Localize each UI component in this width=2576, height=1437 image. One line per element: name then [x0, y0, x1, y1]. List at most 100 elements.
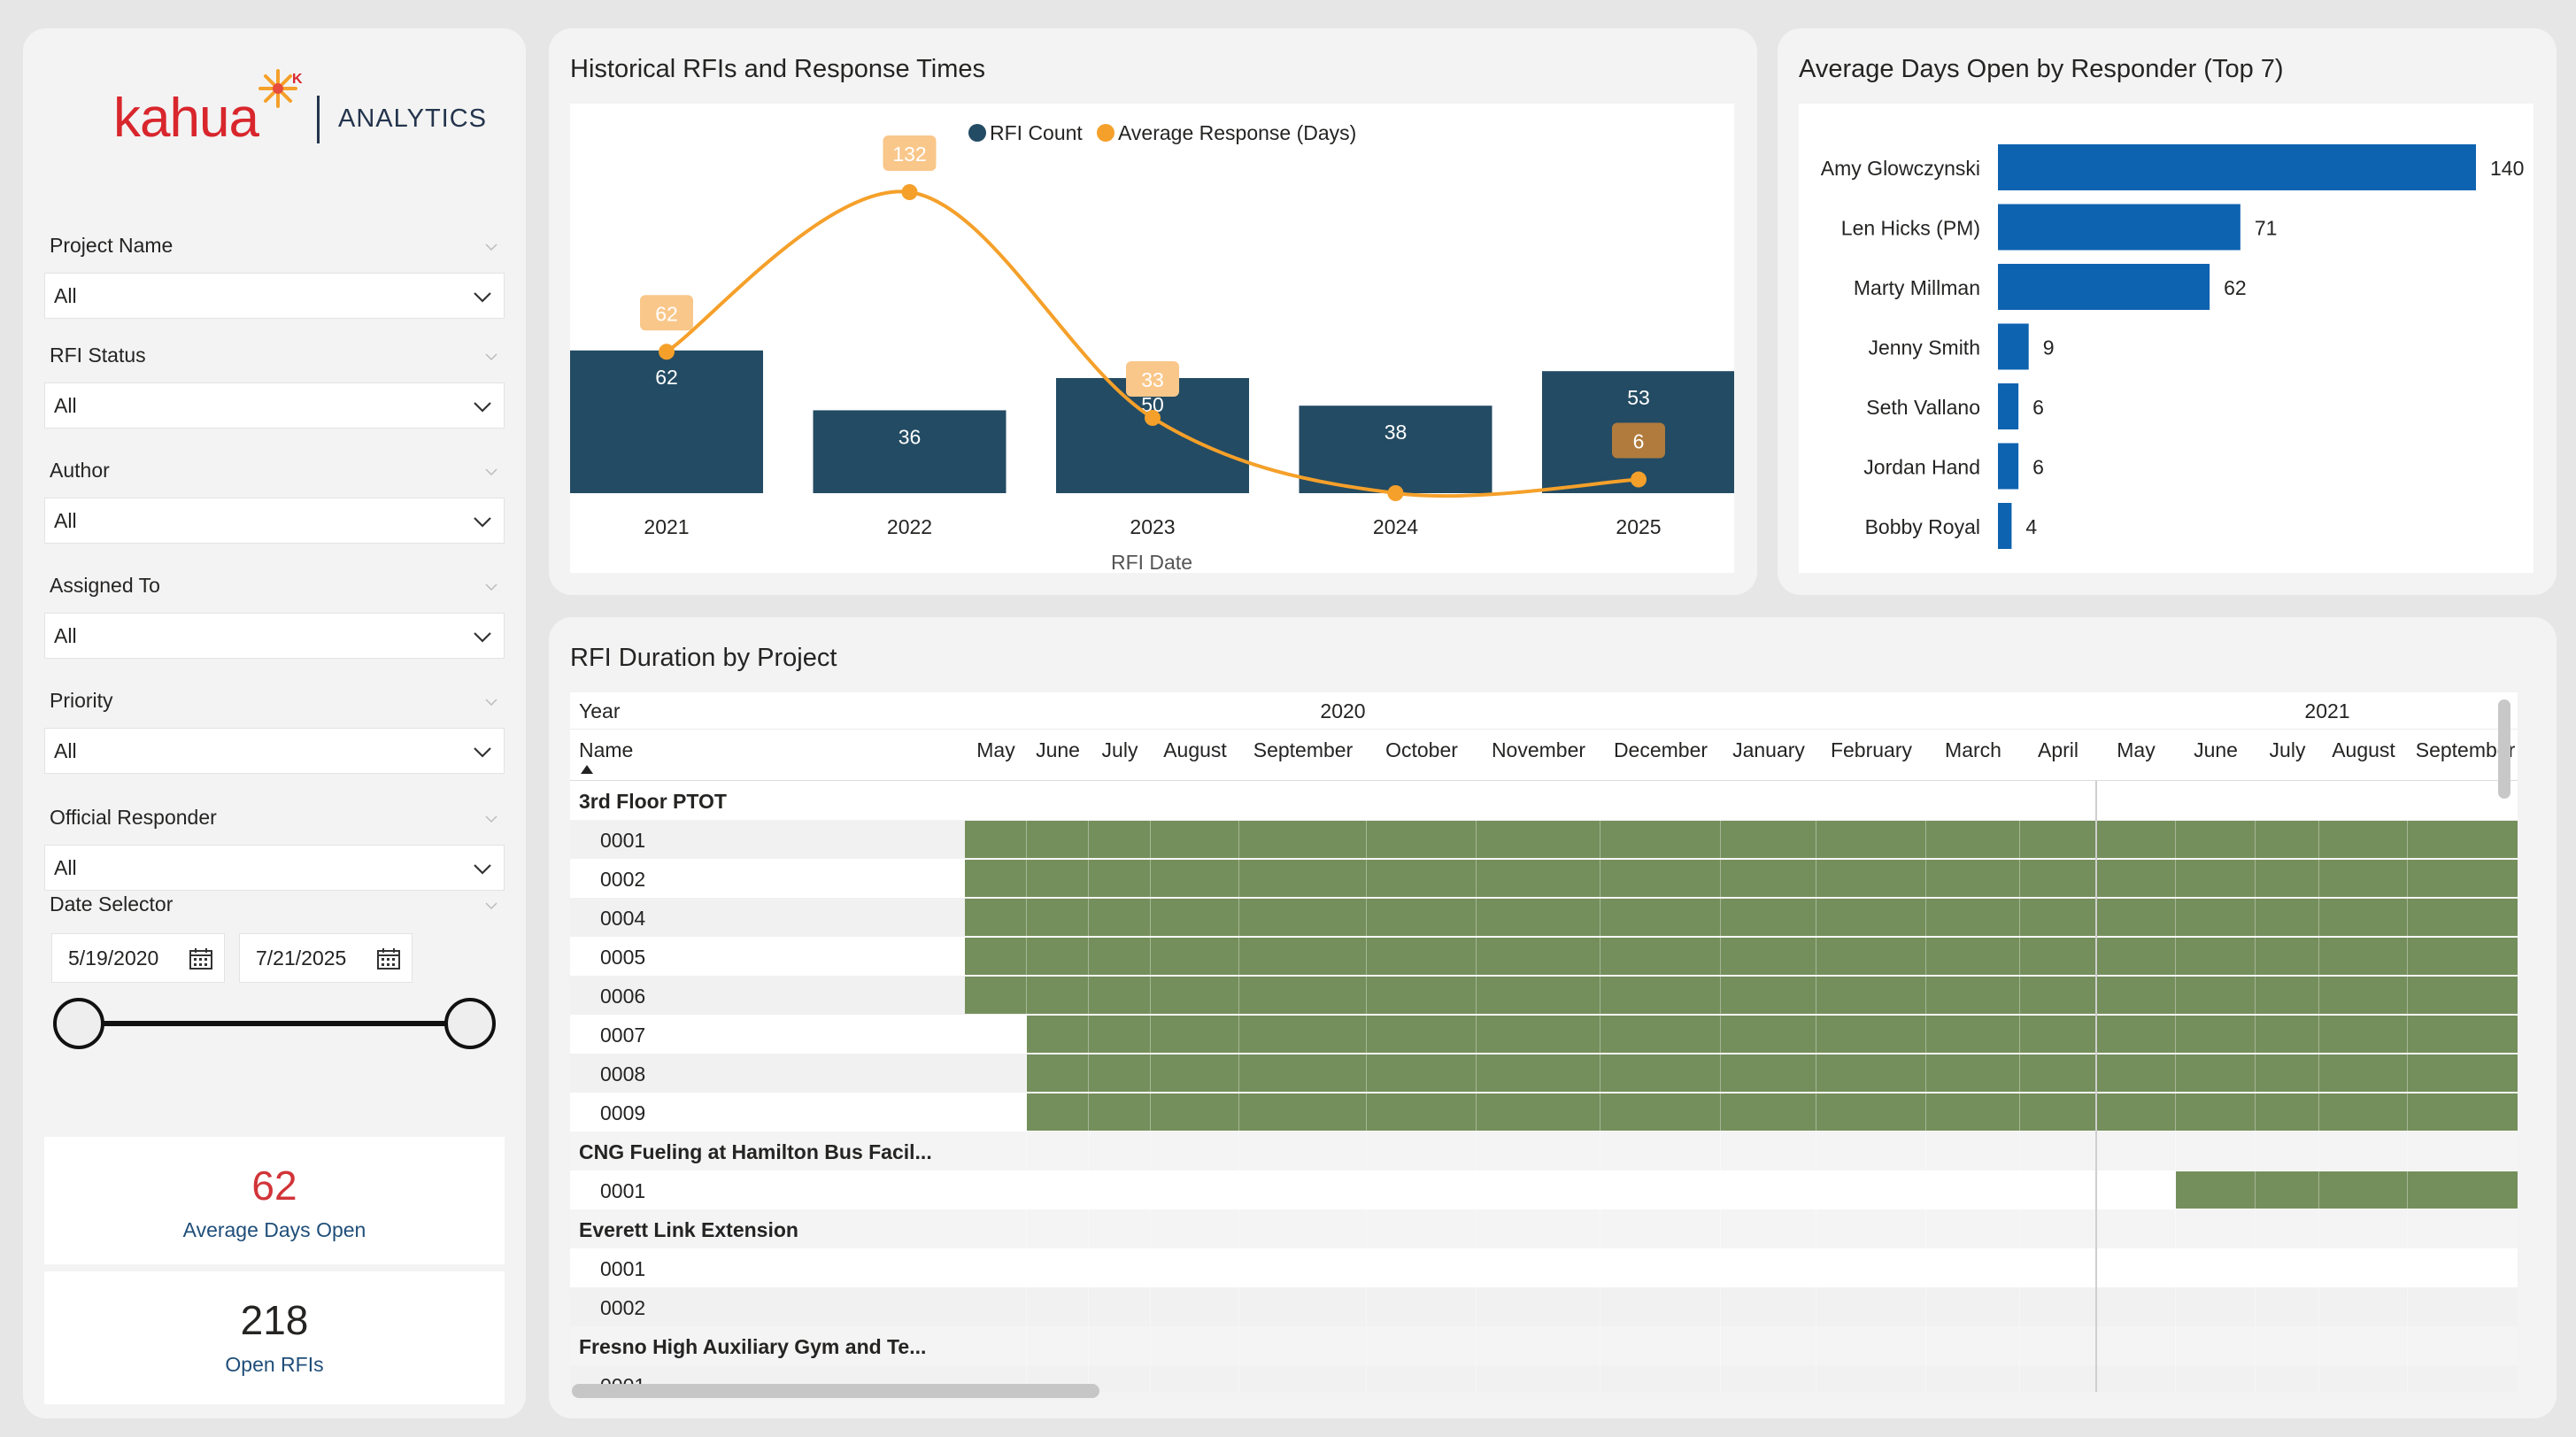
bar-data-label: 36 — [899, 425, 922, 448]
rfi-duration-bar[interactable] — [1027, 1055, 2518, 1092]
legend-label: RFI Count — [990, 121, 1083, 144]
rfi-row[interactable]: 0002 — [570, 859, 2518, 898]
chevron-down-icon[interactable] — [472, 858, 493, 879]
gantt-matrix[interactable]: Year 2020 2021 Name May June July August Sept… — [570, 692, 2518, 1392]
responder-name-label: Marty Millman — [1854, 276, 1980, 299]
chevron-down-icon[interactable] — [472, 286, 493, 307]
filter-label: Project Name — [50, 234, 174, 257]
filter-value: All — [54, 855, 77, 879]
collapse-chevron-icon[interactable] — [483, 811, 499, 827]
legend-marker — [968, 124, 986, 142]
rfi-row[interactable]: 0001 — [570, 820, 2518, 859]
avg-response-point — [1145, 410, 1161, 426]
line-data-label-bg — [1126, 361, 1179, 397]
collapse-chevron-icon[interactable] — [483, 349, 499, 365]
filter-value: All — [54, 738, 77, 762]
filter-dropdown[interactable]: All — [44, 273, 505, 319]
grid-line — [1088, 781, 1089, 1392]
filter-label: RFI Status — [50, 344, 146, 367]
calendar-icon[interactable] — [376, 947, 401, 970]
filter-dropdown[interactable]: All — [44, 728, 505, 774]
responder-bar — [1998, 264, 2210, 310]
collapse-chevron-icon[interactable] — [483, 898, 499, 914]
vertical-scrollbar[interactable] — [2498, 699, 2510, 799]
slider-end-handle[interactable] — [444, 998, 496, 1049]
project-group-row[interactable]: Everett Link Extension — [570, 1209, 2518, 1248]
rfi-row[interactable]: 0005 — [570, 937, 2518, 976]
kpi-value: 62 — [251, 1163, 297, 1209]
responder-name-label: Seth Vallano — [1866, 396, 1980, 419]
project-group-row[interactable]: CNG Fueling at Hamilton Bus Facil... — [570, 1132, 2518, 1170]
collapse-chevron-icon[interactable] — [483, 694, 499, 710]
chevron-down-icon[interactable] — [472, 626, 493, 647]
project-name: Fresno High Auxiliary Gym and Te... — [579, 1335, 927, 1358]
responder-bar — [1998, 144, 2476, 190]
project-name: Everett Link Extension — [579, 1218, 798, 1241]
project-name: 3rd Floor PTOT — [579, 790, 727, 813]
responder-bar — [1998, 204, 2241, 251]
date-range-slider[interactable] — [53, 995, 496, 1052]
rfi-duration-bar[interactable] — [965, 899, 2518, 936]
rfi-row[interactable]: 0009 — [570, 1093, 2518, 1132]
rfi-number: 0009 — [600, 1101, 646, 1124]
collapse-chevron-icon[interactable] — [483, 239, 499, 255]
rfi-duration-bar[interactable] — [1027, 1093, 2518, 1131]
filter-label: Priority — [50, 689, 113, 712]
horizontal-scrollbar[interactable] — [572, 1384, 1099, 1398]
logo-product: ANALYTICS — [338, 104, 488, 133]
slider-track[interactable] — [78, 1021, 471, 1026]
rfi-duration-bar[interactable] — [965, 938, 2518, 975]
filter-value: All — [54, 393, 77, 417]
year-header-label: Year — [579, 699, 621, 722]
month-header: August — [1163, 738, 1227, 761]
collapse-chevron-icon[interactable] — [483, 579, 499, 595]
grid-line — [1150, 781, 1151, 1392]
rfi-number: 0006 — [600, 985, 646, 1008]
chevron-down-icon[interactable] — [472, 511, 493, 532]
start-date-input[interactable]: 5/19/2020 — [51, 933, 225, 983]
month-header: June — [2194, 738, 2238, 761]
filter-dropdown[interactable]: All — [44, 382, 505, 429]
rfi-row[interactable]: 0004 — [570, 898, 2518, 937]
rfi-number: 0001 — [600, 1179, 646, 1202]
rfi-row[interactable]: 0002 — [570, 1287, 2518, 1326]
rfi-duration-bar[interactable] — [2176, 1171, 2518, 1209]
rfi-row[interactable]: 0001 — [570, 1170, 2518, 1209]
rfi-row[interactable]: 0008 — [570, 1054, 2518, 1093]
filter-dropdown[interactable]: All — [44, 845, 505, 891]
responder-name-label: Len Hicks (PM) — [1841, 217, 1980, 240]
sort-ascending-icon[interactable] — [581, 765, 593, 774]
rfi-duration-bar[interactable] — [1027, 1016, 2518, 1053]
rfi-duration-bar[interactable] — [965, 977, 2518, 1014]
responder-value-label: 4 — [2025, 515, 2037, 538]
filter-dropdown[interactable]: All — [44, 613, 505, 659]
rfi-duration-bar[interactable] — [965, 821, 2518, 858]
x-tick-label: 2024 — [1373, 515, 1418, 538]
filter-value: All — [54, 623, 77, 647]
rfi-number: 0001 — [600, 1257, 646, 1280]
rfi-row[interactable]: 0007 — [570, 1015, 2518, 1054]
rfi-duration-bar[interactable] — [965, 860, 2518, 897]
project-group-row[interactable]: 3rd Floor PTOT — [570, 781, 2518, 820]
project-group-row[interactable]: Fresno High Auxiliary Gym and Te... — [570, 1326, 2518, 1365]
filter-dropdown[interactable]: All — [44, 498, 505, 544]
rfi-row[interactable]: 0006 — [570, 976, 2518, 1015]
name-header-label[interactable]: Name — [579, 738, 634, 761]
month-header: August — [2332, 738, 2395, 761]
calendar-icon[interactable] — [189, 947, 213, 970]
responder-chart[interactable]: Amy Glowczynski 140 Len Hicks (PM) 71 Marty … — [1799, 104, 2534, 573]
line-data-label-bg — [640, 295, 693, 331]
year-header-row: Year 2020 2021 — [570, 692, 2518, 730]
end-date-input[interactable]: 7/21/2025 — [239, 933, 413, 983]
rfi-row[interactable]: 0001 — [570, 1248, 2518, 1287]
asterisk-logo-icon: K — [258, 69, 303, 108]
chevron-down-icon[interactable] — [472, 396, 493, 417]
collapse-chevron-icon[interactable] — [483, 464, 499, 480]
filter-label: Author — [50, 459, 110, 482]
grid-line — [1476, 781, 1477, 1392]
historical-chart[interactable]: RFI Count Average Response (Days) 62 2021 36… — [570, 104, 1735, 574]
responder-value-label: 6 — [2032, 456, 2044, 479]
month-header: May — [2117, 738, 2156, 761]
chevron-down-icon[interactable] — [472, 741, 493, 762]
slider-start-handle[interactable] — [53, 998, 104, 1049]
